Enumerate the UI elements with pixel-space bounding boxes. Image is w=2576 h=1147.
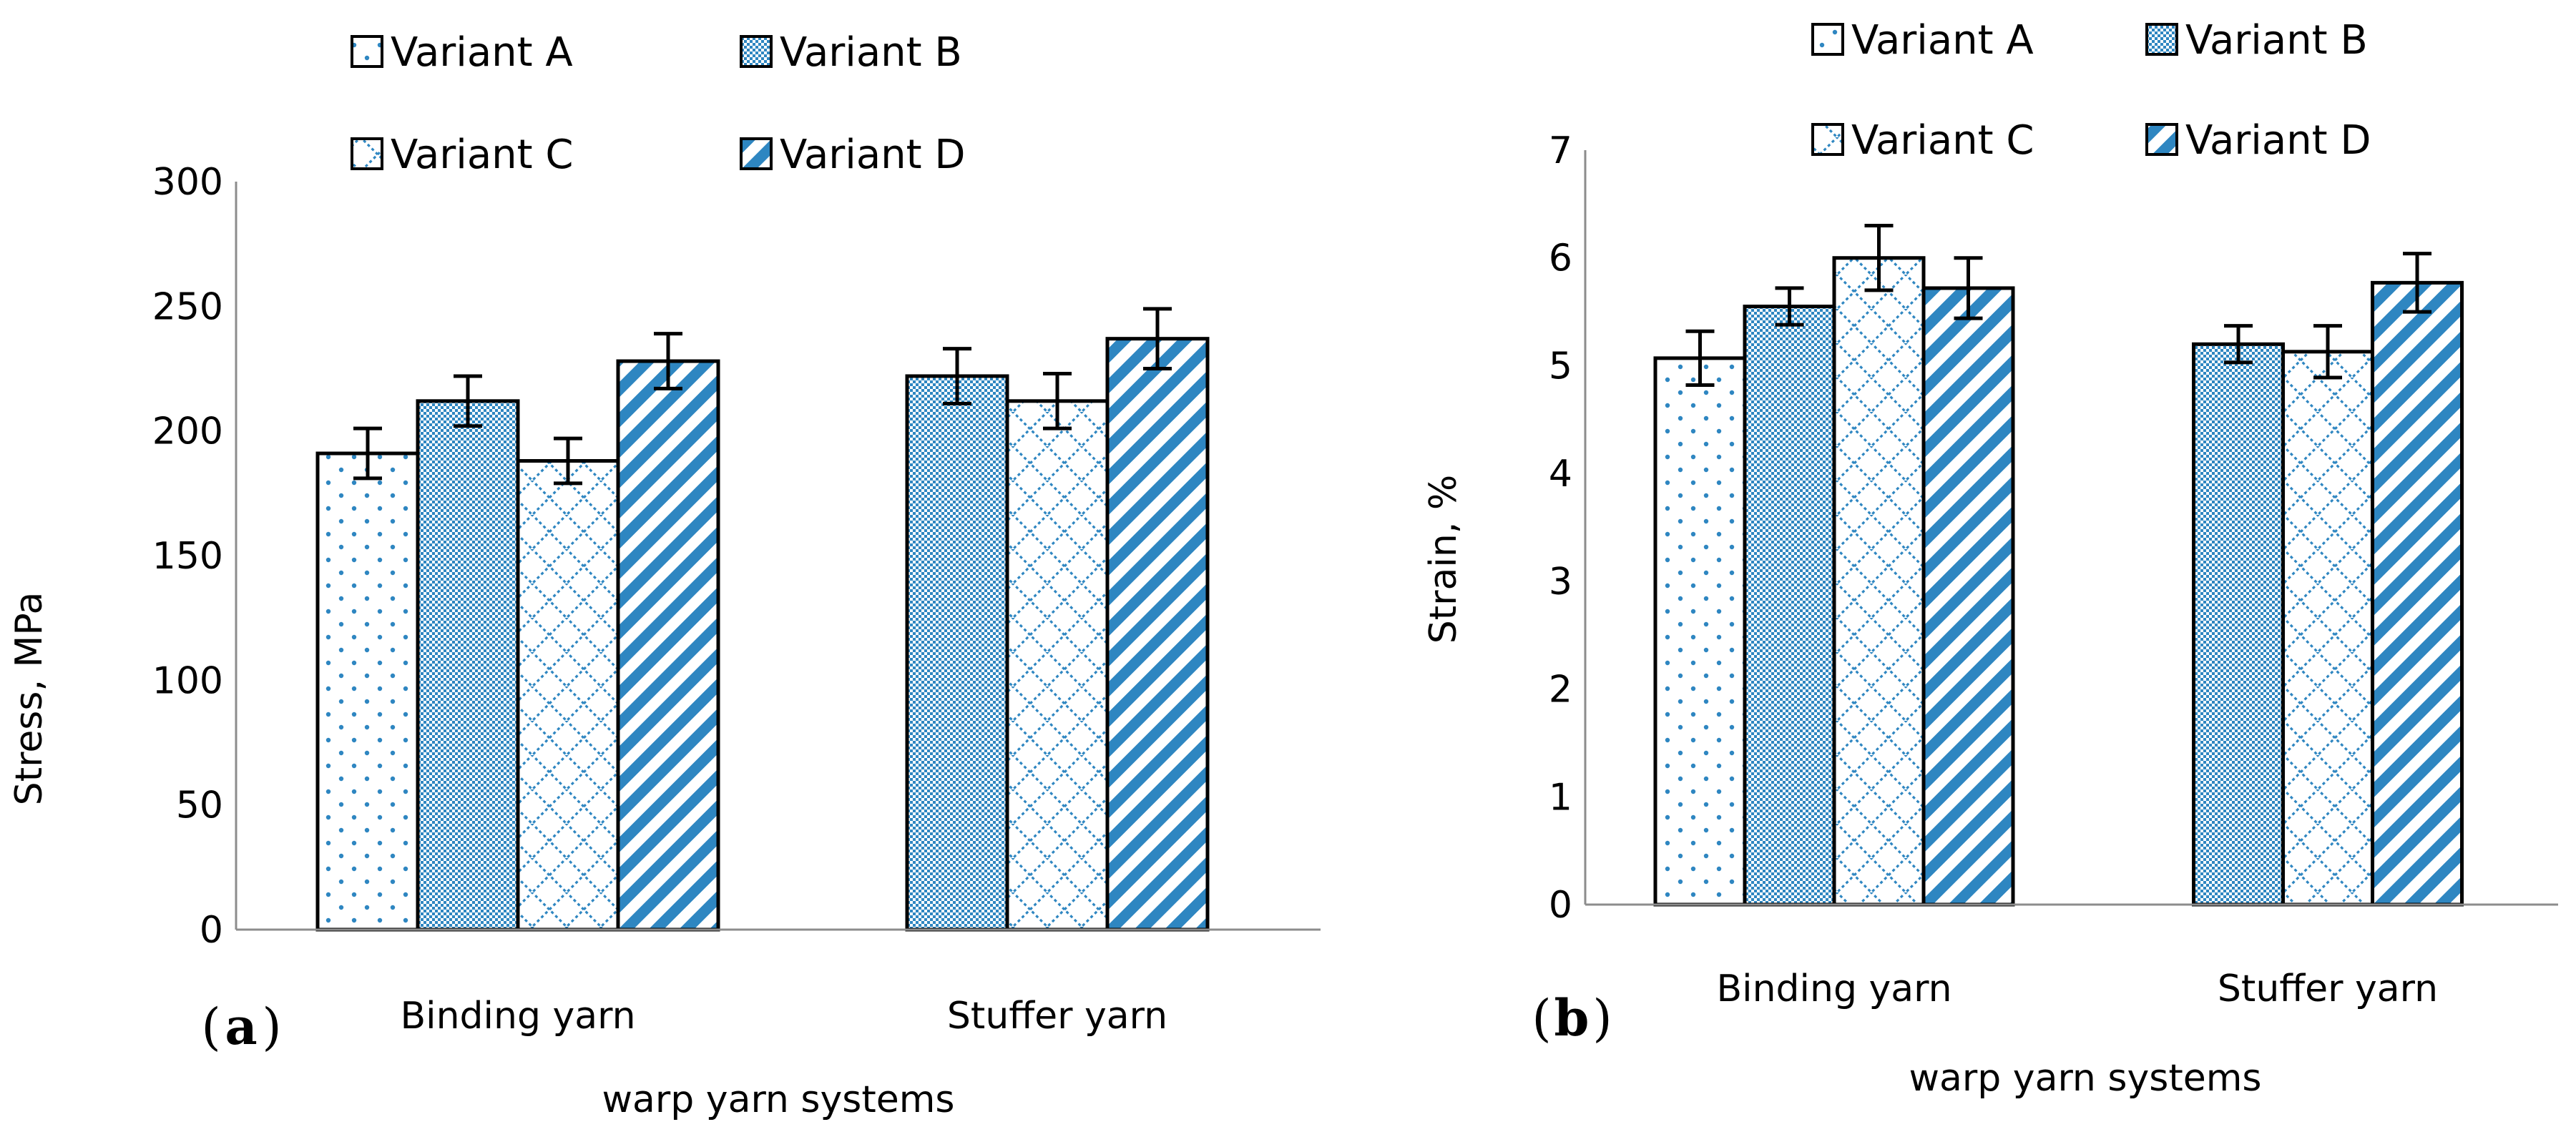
panel-b-strain-chart: Variant A Variant B Variant C Variant D Str… — [1422, 17, 2558, 1100]
panel-b-y-tick-4: 4 — [1549, 453, 1572, 496]
panel-a-x-tick-labels: Binding yarn Stuffer yarn — [400, 995, 1167, 1038]
panel-a-error-bar-binding-yarn-variant-c — [554, 436, 582, 486]
panel-a-legend-label-variant-d: Variant D — [780, 132, 966, 178]
panel-a-legend-swatch-variant-a — [351, 35, 383, 68]
panel-b-bar-stuffer-yarn-variant-c — [2281, 350, 2374, 907]
panel-a-y-tick-labels: 0 50 100 150 200 250 300 — [152, 161, 223, 952]
panel-a-y-tick-200: 200 — [152, 410, 223, 453]
panel-b-legend-item-variant-b: Variant B — [2145, 17, 2368, 64]
panel-a-bar-stuffer-yarn-variant-d — [1105, 337, 1210, 932]
panel-a-legend-label-variant-c: Variant C — [391, 132, 574, 178]
panel-b-y-tick-labels: 0 1 2 3 4 5 6 7 — [1549, 129, 1572, 927]
panel-a-bar-binding-yarn-variant-d — [616, 359, 720, 932]
panel-a-legend-label-variant-b: Variant B — [780, 29, 962, 76]
panel-b-bar-binding-yarn-variant-c — [1832, 256, 1926, 907]
panel-a-y-tick-50: 50 — [176, 784, 223, 827]
panel-b-legend-label-variant-b: Variant B — [2185, 17, 2368, 64]
panel-b-legend-label-variant-d: Variant D — [2185, 117, 2371, 164]
panel-a-y-tick-150: 150 — [152, 535, 223, 578]
panel-a-bar-binding-yarn-variant-c — [516, 459, 620, 932]
panel-a-y-tick-300: 300 — [152, 161, 223, 204]
panel-a-y-tick-100: 100 — [152, 659, 223, 702]
panel-a-x-tick-binding-yarn: Binding yarn — [400, 995, 635, 1038]
panel-a-label: ( a ) — [201, 997, 281, 1056]
panel-b-error-bar-stuffer-yarn-variant-c — [2313, 324, 2342, 380]
panel-b-legend-swatch-variant-c — [1811, 123, 1844, 156]
panel-a-legend-swatch-variant-c — [351, 137, 383, 170]
panel-b-legend-swatch-variant-a — [1811, 23, 1844, 56]
panel-b-legend-item-variant-c: Variant C — [1811, 117, 2034, 164]
panel-b-legend: Variant A Variant B Variant C Variant D — [1811, 17, 2371, 164]
panel-b-error-bar-binding-yarn-variant-d — [1954, 256, 1983, 320]
svg-text:(: ( — [201, 998, 220, 1056]
panel-a-y-tick-0: 0 — [200, 909, 223, 952]
panel-b-error-bar-stuffer-yarn-variant-d — [2403, 252, 2431, 314]
panel-b-x-axis-title: warp yarn systems — [1909, 1057, 2262, 1100]
panel-b-label-letter: b — [1554, 988, 1590, 1048]
panel-a-bars — [315, 307, 1210, 932]
panel-a-legend-label-variant-a: Variant A — [391, 29, 573, 76]
panel-a-legend: Variant A Variant B Variant C Variant D — [351, 29, 966, 178]
panel-a-error-bar-stuffer-yarn-variant-c — [1043, 371, 1072, 430]
svg-text:(: ( — [1532, 989, 1551, 1048]
panel-a-error-bar-stuffer-yarn-variant-d — [1143, 307, 1172, 370]
panel-b-legend-label-variant-c: Variant C — [1851, 117, 2034, 164]
panel-b-y-tick-0: 0 — [1549, 884, 1572, 927]
panel-a-legend-item-variant-d: Variant D — [740, 132, 966, 178]
panel-a-x-axis-title: warp yarn systems — [602, 1078, 955, 1121]
panel-a-legend-swatch-variant-b — [740, 35, 773, 68]
panel-a-bar-stuffer-yarn-variant-b — [905, 374, 1009, 932]
panel-b-legend-label-variant-a: Variant A — [1851, 17, 2034, 64]
panel-a-bar-binding-yarn-variant-b — [416, 399, 520, 932]
panel-b-y-tick-5: 5 — [1549, 345, 1572, 388]
panel-b-label: ( b ) — [1532, 988, 1612, 1048]
panel-b-bar-binding-yarn-variant-d — [1921, 286, 2015, 907]
svg-text:): ) — [262, 998, 281, 1056]
panel-b-error-bar-binding-yarn-variant-c — [1864, 224, 1894, 292]
panel-b-bar-binding-yarn-variant-b — [1743, 305, 1836, 907]
panel-a-legend-item-variant-b: Variant B — [740, 29, 962, 76]
panel-b-y-tick-2: 2 — [1549, 669, 1572, 712]
panel-b-legend-item-variant-a: Variant A — [1811, 17, 2034, 64]
panel-b-error-bar-stuffer-yarn-variant-b — [2224, 324, 2253, 365]
panel-b-legend-item-variant-d: Variant D — [2145, 117, 2371, 164]
panel-a-error-bar-binding-yarn-variant-b — [454, 374, 482, 428]
panel-a-bar-binding-yarn-variant-a — [315, 451, 420, 932]
panel-a-legend-item-variant-c: Variant C — [351, 132, 574, 178]
panel-b-bar-stuffer-yarn-variant-d — [2371, 280, 2464, 907]
panel-b-y-tick-3: 3 — [1549, 561, 1572, 604]
panel-a-legend-item-variant-a: Variant A — [351, 29, 573, 76]
panel-b-y-tick-6: 6 — [1549, 237, 1572, 280]
panel-b-x-tick-binding-yarn: Binding yarn — [1716, 968, 1951, 1010]
panel-a-label-letter: a — [225, 997, 257, 1056]
panel-b-error-bar-binding-yarn-variant-a — [1685, 329, 1715, 388]
panel-b-x-tick-labels: Binding yarn Stuffer yarn — [1716, 968, 2438, 1010]
panel-b-y-axis-title: Strain, % — [1422, 475, 1465, 644]
panel-b-bars — [1653, 224, 2464, 907]
panel-a-y-tick-250: 250 — [152, 285, 223, 328]
panel-a-error-bar-binding-yarn-variant-d — [654, 332, 682, 390]
panel-b-x-tick-stuffer-yarn: Stuffer yarn — [2218, 968, 2438, 1010]
panel-a-x-tick-stuffer-yarn: Stuffer yarn — [947, 995, 1167, 1038]
panel-b-error-bar-binding-yarn-variant-b — [1775, 286, 1804, 327]
panel-a-y-axis-title: Stress, MPa — [8, 592, 51, 806]
panel-a-bar-stuffer-yarn-variant-c — [1005, 399, 1110, 932]
panel-a-error-bar-stuffer-yarn-variant-b — [943, 347, 971, 405]
panel-b-bar-binding-yarn-variant-a — [1653, 356, 1747, 907]
svg-text:): ) — [1592, 989, 1612, 1048]
panel-b-y-tick-1: 1 — [1549, 776, 1572, 819]
panel-b-y-tick-7: 7 — [1549, 129, 1572, 172]
panel-a-legend-swatch-variant-d — [740, 137, 773, 170]
panel-a-error-bar-binding-yarn-variant-a — [353, 426, 382, 481]
panel-b-legend-swatch-variant-b — [2145, 23, 2178, 56]
panel-a-stress-chart: Variant A Variant B Variant C Variant D Str… — [8, 29, 1321, 1121]
panel-b-legend-swatch-variant-d — [2145, 123, 2178, 156]
panel-b-bar-stuffer-yarn-variant-b — [2192, 342, 2285, 907]
